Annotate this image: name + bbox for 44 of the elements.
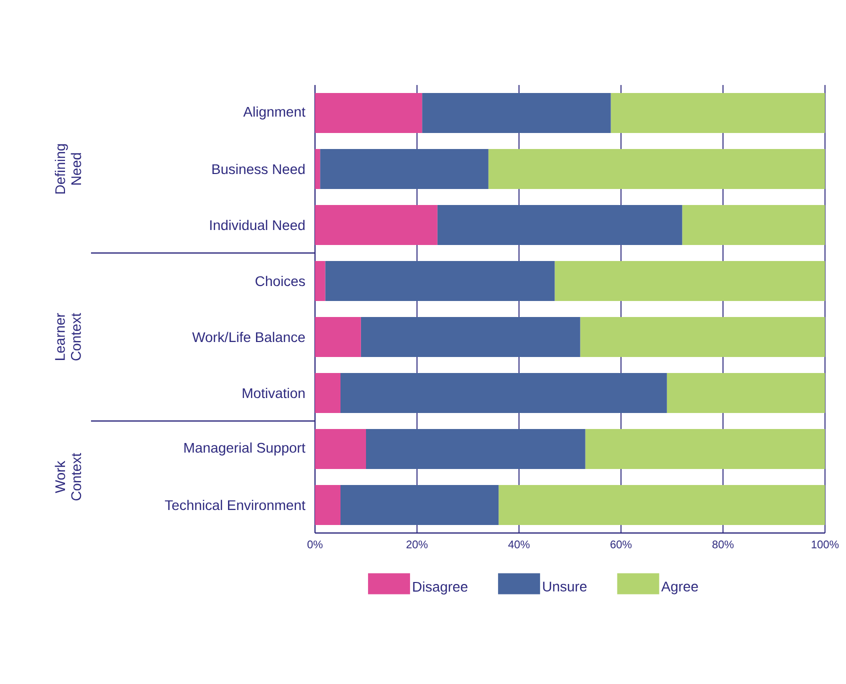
x-tick-label: 80% bbox=[712, 540, 734, 548]
bar bbox=[320, 148, 488, 189]
bar bbox=[315, 204, 438, 245]
bar bbox=[315, 428, 366, 469]
text: Defining Need bbox=[54, 144, 82, 194]
bar bbox=[610, 92, 825, 133]
bar bbox=[325, 260, 555, 301]
y-tick-label: Managerial Support bbox=[184, 442, 306, 456]
bar bbox=[488, 148, 825, 189]
bar bbox=[315, 316, 361, 357]
bar bbox=[315, 484, 341, 525]
bar bbox=[437, 204, 682, 245]
bar bbox=[315, 92, 422, 133]
y-tick-label: Choices bbox=[256, 276, 305, 286]
bar bbox=[498, 484, 825, 525]
bar bbox=[340, 372, 667, 413]
y-tick-label: Alignment bbox=[243, 106, 306, 120]
legend-label: Disagree bbox=[413, 581, 468, 594]
bar bbox=[315, 148, 320, 189]
bar bbox=[315, 372, 341, 413]
x-tick-label: 0% bbox=[307, 540, 323, 548]
text: Work Context bbox=[54, 452, 82, 500]
y-tick-label: Technical Environment bbox=[164, 500, 306, 510]
bar bbox=[554, 260, 825, 301]
x-tick-label: 20% bbox=[406, 540, 428, 548]
y-tick-label: Individual Need bbox=[210, 220, 305, 230]
bar bbox=[360, 316, 580, 357]
bar bbox=[682, 204, 825, 245]
bar bbox=[422, 92, 611, 133]
bar bbox=[315, 260, 326, 301]
bar bbox=[340, 484, 499, 525]
bar bbox=[585, 428, 825, 469]
text: Learner Context bbox=[55, 312, 81, 360]
bar bbox=[580, 316, 825, 357]
y-tick-label: Business Need bbox=[212, 164, 305, 174]
legend-label: Agree bbox=[661, 582, 698, 594]
bar bbox=[666, 372, 825, 413]
bar bbox=[366, 428, 586, 469]
x-tick-label: 60% bbox=[610, 540, 632, 548]
x-tick-label: 40% bbox=[508, 540, 530, 548]
y-tick-label: Work/Life Balance bbox=[192, 332, 305, 342]
x-tick-label: 100% bbox=[812, 540, 839, 548]
y-tick-label: Motivation bbox=[242, 388, 305, 398]
legend-label: Unsure bbox=[543, 582, 587, 592]
